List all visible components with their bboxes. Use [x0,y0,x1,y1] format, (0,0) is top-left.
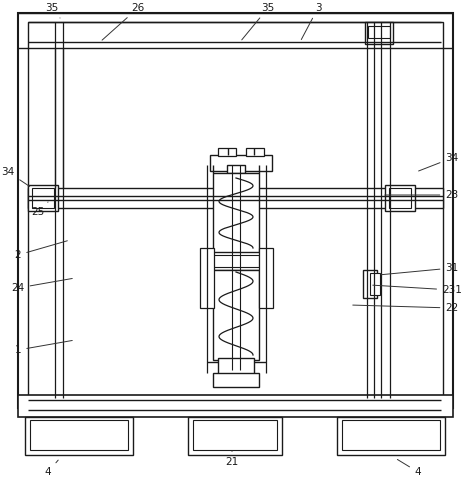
Text: 31: 31 [381,263,459,275]
Text: 26: 26 [102,3,144,40]
Text: 35: 35 [242,3,275,40]
Bar [28,22,443,398]
Text: 2: 2 [15,241,68,260]
Text: 3: 3 [301,3,321,40]
Text: 25: 25 [31,202,48,217]
Bar [389,188,411,208]
Bar [193,420,277,450]
Bar [246,148,264,156]
Bar [342,420,440,450]
Bar [259,248,273,308]
Bar [28,188,443,208]
Bar [337,417,445,455]
Text: 24: 24 [11,278,72,293]
Text: 35: 35 [45,3,60,18]
Bar [213,255,259,267]
Text: 4: 4 [397,460,421,477]
Bar [188,417,282,455]
Text: 23: 23 [385,190,459,200]
Bar [227,165,245,173]
Bar [200,248,214,308]
Text: 34: 34 [1,167,30,187]
Bar [213,270,259,360]
Bar [363,270,377,298]
Bar [218,148,236,156]
Text: 34: 34 [419,153,459,171]
Text: 4: 4 [45,460,58,477]
Text: 21: 21 [226,451,239,467]
Text: 1: 1 [15,341,72,355]
Bar [213,373,259,387]
Bar [207,252,265,270]
Bar [370,273,380,295]
Bar [368,26,390,38]
Bar [210,155,272,171]
Bar [18,13,453,408]
Bar [28,185,58,211]
Bar [365,22,393,44]
Bar [32,188,54,208]
Bar [213,173,259,255]
Bar [18,395,453,417]
Text: 231: 231 [373,285,462,295]
Bar [218,358,254,376]
Text: 22: 22 [353,303,459,313]
Bar [385,185,415,211]
Bar [25,417,133,455]
Bar [30,420,128,450]
